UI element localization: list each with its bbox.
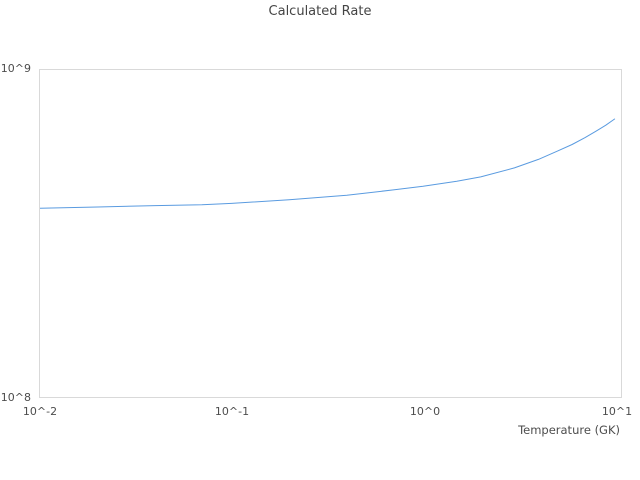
y-tick-label-1e9: 10^9 bbox=[0, 62, 31, 75]
x-axis-title: Temperature (GK) bbox=[518, 423, 620, 437]
y-tick-label-1e8: 10^8 bbox=[0, 391, 31, 404]
chart-title: Calculated Rate bbox=[268, 4, 372, 19]
x-tick-label-1e1: 10^1 bbox=[601, 405, 633, 418]
x-tick-label-1e-2: 10^-2 bbox=[22, 405, 58, 418]
x-tick-label-1e-1: 10^-1 bbox=[214, 405, 250, 418]
plot-area bbox=[39, 69, 622, 398]
rate-line-chart bbox=[40, 118, 616, 209]
rate-line-series bbox=[40, 118, 616, 209]
x-tick-label-1e0: 10^0 bbox=[409, 405, 441, 418]
